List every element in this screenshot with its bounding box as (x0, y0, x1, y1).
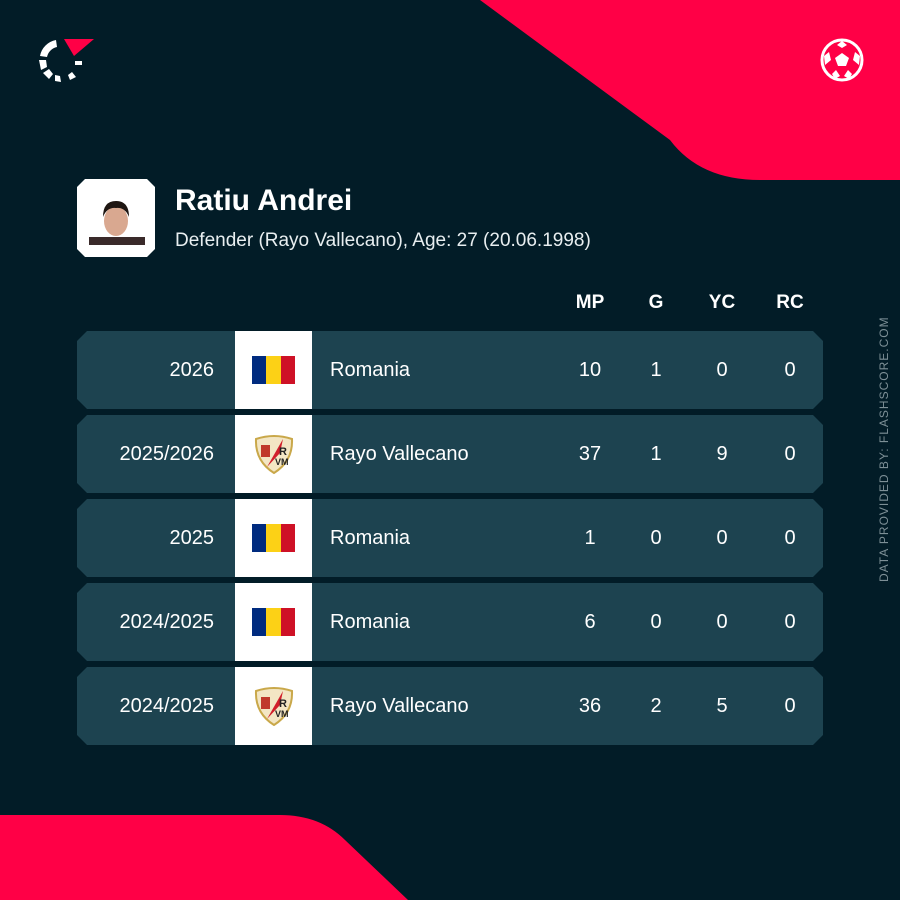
stat-rc: 0 (784, 527, 796, 549)
stats-row: 2024/2025 Romania 6 0 0 0 (77, 583, 823, 661)
romania-flag-icon (252, 356, 295, 384)
team-badge (235, 499, 312, 577)
stat-g: 2 (650, 695, 662, 717)
season: 2024/2025 (119, 611, 214, 633)
player-name: Ratiu Andrei (175, 184, 353, 217)
flashscore-logo-icon (39, 39, 94, 82)
team-name: Romania (330, 527, 411, 549)
stat-yc: 0 (716, 359, 728, 381)
player-avatar (89, 201, 145, 245)
stat-rc: 0 (784, 443, 796, 465)
column-header-yc: YC (708, 292, 736, 313)
stat-mp: 10 (578, 359, 602, 381)
stats-row: 2025 Romania 1 0 0 0 (77, 499, 823, 577)
rayo-vallecano-crest-icon: RVM (254, 435, 294, 475)
season: 2024/2025 (119, 695, 214, 717)
stat-rc: 0 (784, 359, 796, 381)
svg-text:VM: VM (275, 709, 289, 719)
player-details: Defender (Rayo Vallecano), Age: 27 (20.0… (175, 230, 591, 251)
stat-yc: 9 (716, 443, 728, 465)
team-name: Romania (330, 359, 411, 381)
stat-mp: 6 (584, 611, 596, 633)
stat-mp: 37 (578, 443, 602, 465)
stats-row: 2024/2025 R VM Rayo Vallecano 36 2 5 0 (77, 667, 823, 745)
team-badge: R VM (235, 667, 312, 745)
data-credit: DATA PROVIDED BY: FLASHSCORE.COM (877, 316, 891, 582)
romania-flag-icon (252, 524, 295, 552)
team-badge: R VM (235, 415, 312, 493)
svg-text:R: R (279, 446, 287, 458)
stat-yc: 5 (716, 695, 728, 717)
svg-text:R: R (279, 698, 287, 710)
team-name: Rayo Vallecano (330, 695, 469, 717)
stat-mp: 1 (584, 527, 596, 549)
team-badge (235, 583, 312, 661)
stats-row: 2025/2026 R VM Rayo Vallecano 37 1 9 0 (77, 415, 823, 493)
svg-text:VM: VM (275, 457, 289, 467)
romania-flag-icon (252, 608, 295, 636)
player-photo (77, 179, 155, 257)
stat-g: 1 (650, 443, 662, 465)
team-badge (235, 331, 312, 409)
football-icon (820, 38, 864, 82)
column-header-g: G (648, 292, 664, 313)
season: 2025 (169, 527, 215, 549)
season: 2026 (169, 359, 215, 381)
stat-yc: 0 (716, 527, 728, 549)
stat-g: 1 (650, 359, 662, 381)
column-header-rc: RC (776, 292, 804, 313)
team-name: Romania (330, 611, 411, 633)
column-header-mp: MP (575, 292, 605, 313)
team-name: Rayo Vallecano (330, 443, 469, 465)
rayo-vallecano-crest-icon: RVM (254, 687, 294, 727)
stat-mp: 36 (578, 695, 602, 717)
stat-yc: 0 (716, 611, 728, 633)
stat-rc: 0 (784, 611, 796, 633)
stat-g: 0 (650, 611, 662, 633)
stat-g: 0 (650, 527, 662, 549)
season: 2025/2026 (119, 443, 214, 465)
stats-row: 2026 Romania 10 1 0 0 (77, 331, 823, 409)
stat-rc: 0 (784, 695, 796, 717)
